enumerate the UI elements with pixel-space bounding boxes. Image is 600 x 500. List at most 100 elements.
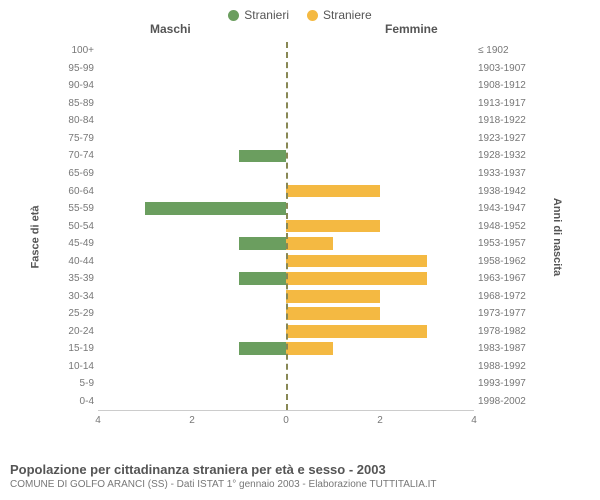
chart-row: 85-89 1913-1917 bbox=[60, 95, 532, 113]
bar-female bbox=[286, 237, 333, 250]
legend-item-female: Straniere bbox=[307, 8, 372, 22]
age-label: 25-29 bbox=[60, 308, 98, 319]
chart-row: 40-441958-1962 bbox=[60, 252, 532, 270]
bar-half-female bbox=[286, 235, 474, 253]
birth-year-label: 1978-1982 bbox=[474, 326, 532, 337]
birth-year-label: ≤ 1902 bbox=[474, 45, 532, 56]
birth-year-label: 1913-1917 bbox=[474, 98, 532, 109]
bar-half-female bbox=[286, 165, 474, 183]
bar-half-female bbox=[286, 287, 474, 305]
age-label: 0-4 bbox=[60, 396, 98, 407]
bar-half-male bbox=[98, 182, 286, 200]
legend-item-male: Stranieri bbox=[228, 8, 289, 22]
birth-year-label: 1963-1967 bbox=[474, 273, 532, 284]
bar-half-male bbox=[98, 287, 286, 305]
bar-half-female bbox=[286, 112, 474, 130]
chart-row: 30-34 1968-1972 bbox=[60, 287, 532, 305]
bar-half-female bbox=[286, 182, 474, 200]
age-label: 80-84 bbox=[60, 115, 98, 126]
bar-half-male bbox=[98, 60, 286, 78]
chart-row: 55-591943-1947 bbox=[60, 200, 532, 218]
chart-row: 10-141988-1992 bbox=[60, 358, 532, 376]
x-tick: 2 bbox=[377, 415, 383, 426]
bar-male bbox=[239, 342, 286, 355]
chart-row: 100+ ≤ 1902 bbox=[60, 42, 532, 60]
age-label: 100+ bbox=[60, 45, 98, 56]
bar-female bbox=[286, 290, 380, 303]
birth-year-label: 1968-1972 bbox=[474, 291, 532, 302]
bar-half-male bbox=[98, 130, 286, 148]
chart-row: 0-41998-2002 bbox=[60, 393, 532, 411]
age-label: 50-54 bbox=[60, 221, 98, 232]
bar-half-female bbox=[286, 217, 474, 235]
bar-half-male bbox=[98, 252, 286, 270]
x-axis: 42024 bbox=[98, 410, 474, 432]
age-label: 35-39 bbox=[60, 273, 98, 284]
bar-half-female bbox=[286, 270, 474, 288]
center-divider-icon bbox=[286, 42, 288, 410]
bar-male bbox=[145, 202, 286, 215]
bar-half-female bbox=[286, 252, 474, 270]
bar-half-male bbox=[98, 358, 286, 376]
bar-half-male bbox=[98, 200, 286, 218]
birth-year-label: 1918-1922 bbox=[474, 115, 532, 126]
bar-half-male bbox=[98, 393, 286, 411]
bar-half-female bbox=[286, 323, 474, 341]
birth-year-label: 1938-1942 bbox=[474, 186, 532, 197]
age-label: 5-9 bbox=[60, 378, 98, 389]
x-tick: 2 bbox=[189, 415, 195, 426]
age-label: 95-99 bbox=[60, 63, 98, 74]
bar-half-female bbox=[286, 60, 474, 78]
birth-year-label: 1928-1932 bbox=[474, 150, 532, 161]
chart-row: 95-99 1903-1907 bbox=[60, 60, 532, 78]
bar-half-male bbox=[98, 305, 286, 323]
birth-year-label: 1973-1977 bbox=[474, 308, 532, 319]
age-label: 75-79 bbox=[60, 133, 98, 144]
birth-year-label: 1903-1907 bbox=[474, 63, 532, 74]
bar-half-male bbox=[98, 217, 286, 235]
bar-half-female bbox=[286, 375, 474, 393]
bar-female bbox=[286, 307, 380, 320]
bar-male bbox=[239, 237, 286, 250]
y-axis-left-title: Fasce di età bbox=[29, 206, 41, 269]
age-label: 30-34 bbox=[60, 291, 98, 302]
chart-row: 75-79 1923-1927 bbox=[60, 130, 532, 148]
x-tick: 0 bbox=[283, 415, 289, 426]
bar-half-female bbox=[286, 77, 474, 95]
birth-year-label: 1993-1997 bbox=[474, 378, 532, 389]
age-label: 20-24 bbox=[60, 326, 98, 337]
chart-row: 80-84 1918-1922 bbox=[60, 112, 532, 130]
bar-half-male bbox=[98, 42, 286, 60]
bar-male bbox=[239, 150, 286, 163]
age-label: 10-14 bbox=[60, 361, 98, 372]
birth-year-label: 1953-1957 bbox=[474, 238, 532, 249]
chart: Fasce di età Anni di nascita 100+ ≤ 1902 9… bbox=[0, 42, 600, 432]
birth-year-label: 1983-1987 bbox=[474, 343, 532, 354]
swatch-male-icon bbox=[228, 10, 239, 21]
chart-row: 90-941908-1912 bbox=[60, 77, 532, 95]
chart-row: 60-64 1938-1942 bbox=[60, 182, 532, 200]
chart-row: 45-491953-1957 bbox=[60, 235, 532, 253]
age-label: 65-69 bbox=[60, 168, 98, 179]
bar-half-female bbox=[286, 340, 474, 358]
chart-row: 20-24 1978-1982 bbox=[60, 323, 532, 341]
age-label: 85-89 bbox=[60, 98, 98, 109]
y-axis-right-title: Anni di nascita bbox=[551, 198, 563, 276]
bar-half-male bbox=[98, 77, 286, 95]
column-title-female: Femmine bbox=[385, 22, 438, 36]
bar-female bbox=[286, 342, 333, 355]
x-tick: 4 bbox=[95, 415, 101, 426]
age-label: 60-64 bbox=[60, 186, 98, 197]
birth-year-label: 1923-1927 bbox=[474, 133, 532, 144]
chart-row: 70-741928-1932 bbox=[60, 147, 532, 165]
chart-row: 25-29 1973-1977 bbox=[60, 305, 532, 323]
column-titles: Maschi Femmine bbox=[0, 22, 600, 40]
chart-row: 65-691933-1937 bbox=[60, 165, 532, 183]
bar-half-male bbox=[98, 165, 286, 183]
chart-row: 15-191983-1987 bbox=[60, 340, 532, 358]
bar-female bbox=[286, 185, 380, 198]
bar-half-male bbox=[98, 235, 286, 253]
bar-female bbox=[286, 272, 427, 285]
bar-half-male bbox=[98, 375, 286, 393]
chart-rows: 100+≤ 190295-991903-190790-941908-191285… bbox=[60, 42, 532, 410]
